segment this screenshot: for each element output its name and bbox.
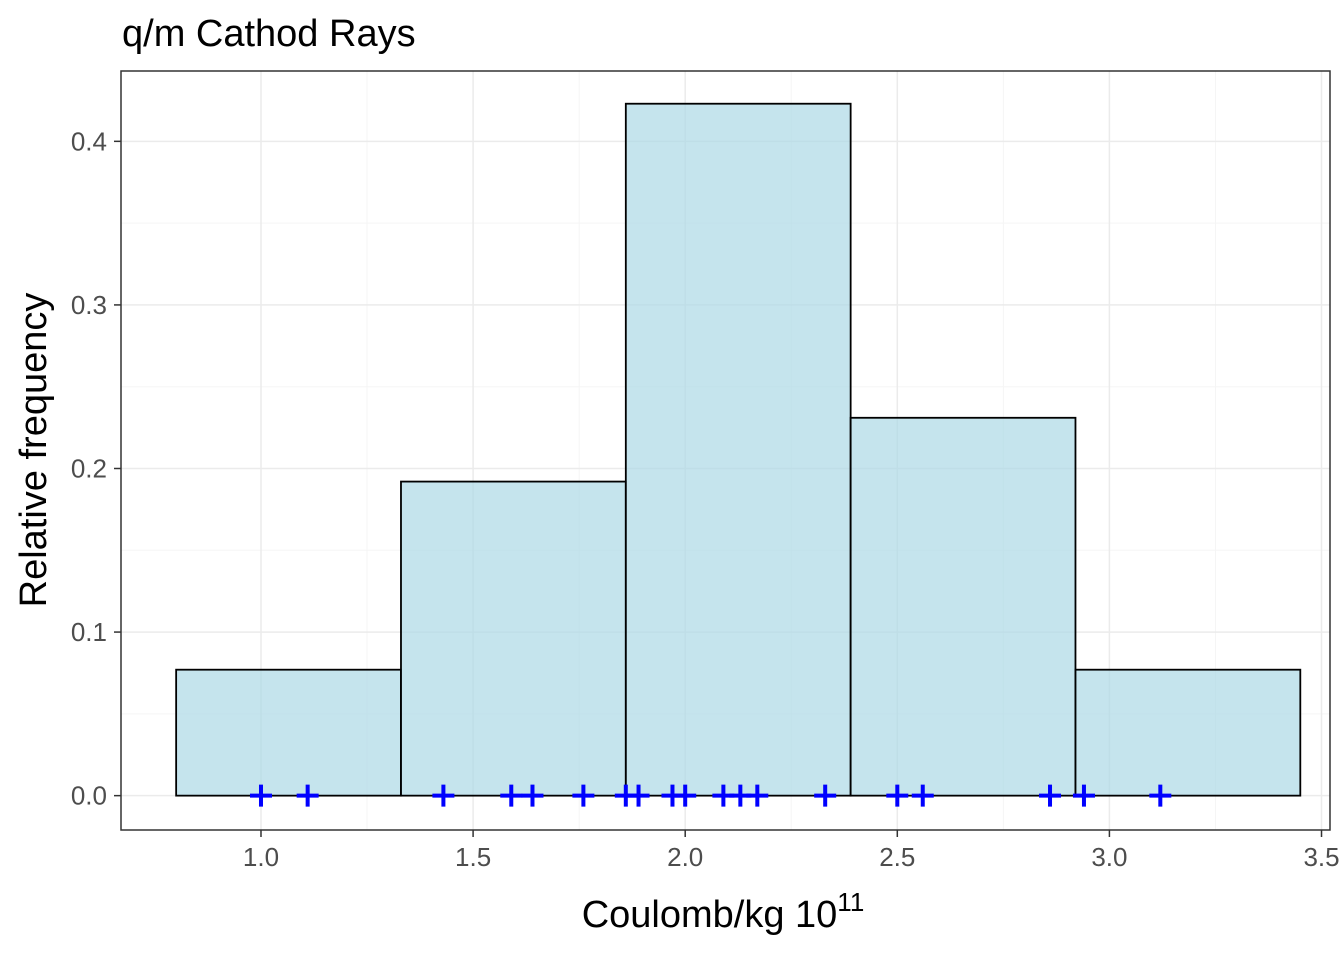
observation-point-18 — [1072, 784, 1095, 807]
y-tick-label: 0.0 — [71, 781, 107, 811]
histogram-bar-5 — [1074, 668, 1302, 797]
histogram-bar-2 — [400, 480, 627, 797]
x-axis: 1.0 1.5 2.0 2.5 3.0 3.5 — [243, 830, 1340, 872]
observation-point-17 — [1039, 784, 1062, 807]
histogram-bars — [175, 102, 1302, 797]
y-tick-label: 0.2 — [71, 453, 107, 483]
observation-points — [249, 784, 1172, 807]
histogram-bar-3 — [624, 102, 852, 797]
x-tick-label: 2.5 — [879, 842, 915, 872]
chart-title: q/m Cathod Rays — [122, 13, 416, 55]
x-tick-label: 1.5 — [455, 842, 491, 872]
y-tick-label: 0.1 — [71, 617, 107, 647]
histogram-bar-4 — [849, 416, 1077, 797]
y-axis: 0.0 0.1 0.2 0.3 0.4 — [71, 126, 121, 811]
x-tick-label: 1.0 — [243, 842, 279, 872]
x-axis-label-text: Coulomb/kg 10 — [582, 894, 838, 936]
x-axis-label: Coulomb/kg 1011 — [582, 887, 865, 936]
observation-point-19 — [1149, 784, 1172, 807]
observation-point-3 — [432, 784, 455, 807]
observation-point-4 — [500, 784, 523, 807]
observation-point-13 — [746, 784, 769, 807]
x-tick-label: 3.0 — [1091, 842, 1127, 872]
observation-point-15 — [886, 784, 909, 807]
observation-point-1 — [249, 784, 272, 807]
y-tick-label: 0.4 — [71, 126, 107, 156]
observation-point-5 — [521, 784, 544, 807]
observation-point-6 — [572, 784, 595, 807]
x-axis-label-superscript: 11 — [837, 887, 864, 917]
observation-point-2 — [296, 784, 319, 807]
observation-point-10 — [674, 784, 697, 807]
observation-point-14 — [814, 784, 837, 807]
y-axis-label: Relative frequency — [13, 293, 55, 608]
observation-point-16 — [911, 784, 934, 807]
panel-border — [120, 70, 1331, 831]
x-tick-label: 3.5 — [1303, 842, 1339, 872]
observation-point-8 — [627, 784, 650, 807]
histogram-bar-1 — [175, 668, 402, 797]
x-tick-label: 2.0 — [667, 842, 703, 872]
y-tick-label: 0.3 — [71, 290, 107, 320]
